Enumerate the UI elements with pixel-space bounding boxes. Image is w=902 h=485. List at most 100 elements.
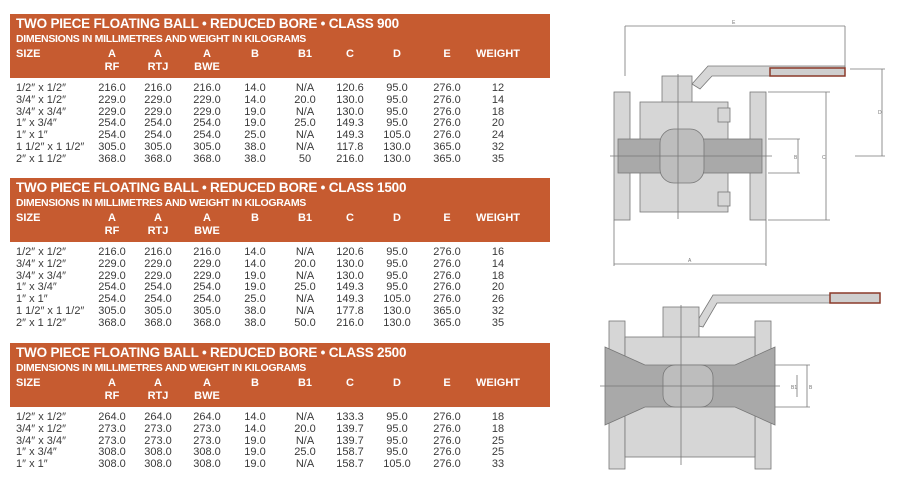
cell-d: 95.0 <box>386 434 408 447</box>
cell-a-rf: 229.0 <box>98 269 126 282</box>
cell-size: 2″ x 1 1/2″ <box>16 152 66 165</box>
cell-size: 3/4″ x 1/2″ <box>16 257 66 270</box>
column-header-line2: RTJ <box>147 225 169 237</box>
cell-b1: 20.0 <box>294 257 316 270</box>
cell-a-rtj: 254.0 <box>144 293 172 306</box>
table-row: 1/2″ x 1/2″ 216.0 216.0 216.0 14.0 N/A 120.6 95… <box>10 246 550 259</box>
column-header-a-rtj: A RTJ <box>134 212 182 238</box>
cell-a-rtj: 229.0 <box>144 257 172 270</box>
column-header-line2: RTJ <box>147 390 169 402</box>
cell-a-bwe: 305.0 <box>193 140 221 153</box>
column-header-line1: B <box>251 377 259 389</box>
cell-e: 276.0 <box>433 82 461 94</box>
cell-a-rtj: 216.0 <box>144 246 172 258</box>
cell-a-bwe: 229.0 <box>193 269 221 282</box>
column-header-b1: B1 <box>278 377 332 403</box>
cell-weight: 32 <box>491 140 505 153</box>
cell-b1: 50.0 <box>294 316 316 329</box>
cell-b1: N/A <box>295 246 315 258</box>
cell-weight: 12 <box>491 82 505 94</box>
cell-b: 19.0 <box>244 434 266 447</box>
column-header-a-rf: A RF <box>90 48 134 74</box>
cell-b1: N/A <box>295 434 315 447</box>
column-header-line1: WEIGHT <box>476 48 520 60</box>
cell-d: 105.0 <box>383 129 411 142</box>
column-header-line1: A <box>154 48 162 60</box>
cell-a-rf: 308.0 <box>98 446 126 459</box>
column-header-d: D <box>368 212 426 238</box>
cell-a-bwe: 264.0 <box>193 411 221 423</box>
cell-b1: N/A <box>295 304 315 317</box>
cell-b: 19.0 <box>244 117 266 130</box>
cell-a-bwe: 368.0 <box>193 316 221 329</box>
cell-b: 25.0 <box>244 129 266 142</box>
cell-size: 3/4″ x 3/4″ <box>16 269 66 282</box>
cell-c: 139.7 <box>336 422 364 435</box>
cell-a-bwe: 305.0 <box>193 304 221 317</box>
column-header-line1: SIZE <box>16 212 41 224</box>
cell-d: 130.0 <box>383 140 411 153</box>
cell-d: 95.0 <box>386 246 408 258</box>
cell-a-rtj: 273.0 <box>144 434 172 447</box>
table-subtitle: DIMENSIONS IN MILLIMETRES AND WEIGHT IN … <box>16 362 306 374</box>
cell-a-rf: 229.0 <box>98 105 126 118</box>
column-header-weight: WEIGHT <box>468 377 528 403</box>
cell-d: 95.0 <box>386 105 408 118</box>
column-header-line1: E <box>443 212 451 224</box>
table-row: 1″ x 1″ 308.0 308.0 308.0 19.0 N/A 158.7 105.0 2… <box>10 458 550 471</box>
dim-label-b1: B1 <box>791 385 797 391</box>
table-body: 1/2″ x 1/2″ 216.0 216.0 216.0 14.0 N/A 120.6 95… <box>10 78 550 166</box>
column-header-line1: C <box>346 48 354 60</box>
column-header-line1: SIZE <box>16 48 41 60</box>
cell-size: 3/4″ x 1/2″ <box>16 422 66 435</box>
cell-b1: N/A <box>295 105 315 118</box>
cell-weight: 14 <box>491 257 505 270</box>
dim-label-c: C <box>822 155 826 161</box>
cell-c: 216.0 <box>336 316 364 329</box>
cell-size: 1″ x 3/4″ <box>16 281 57 294</box>
column-header-b1: B1 <box>278 212 332 238</box>
column-header-line1: B1 <box>297 212 313 224</box>
cell-c: 130.0 <box>336 93 364 106</box>
cell-a-bwe: 229.0 <box>193 105 221 118</box>
cell-e: 276.0 <box>433 446 461 459</box>
cell-d: 130.0 <box>383 304 411 317</box>
table-row: 1/2″ x 1/2″ 216.0 216.0 216.0 14.0 N/A 120.6 95… <box>10 82 550 95</box>
table-row: 1 1/2″ x 1 1/2″ 305.0 305.0 305.0 38.0 N/A 117… <box>10 140 550 154</box>
cell-weight: 25 <box>491 434 505 447</box>
table-row: 1″ x 1″ 254.0 254.0 254.0 25.0 N/A 149.3 105.0 2… <box>10 293 550 306</box>
cell-weight: 26 <box>491 293 505 306</box>
column-header-c: C <box>332 377 368 403</box>
cell-a-bwe: 254.0 <box>193 117 221 130</box>
cell-b1: 20.0 <box>294 422 316 435</box>
cell-a-rtj: 308.0 <box>144 458 172 471</box>
cell-c: 130.0 <box>336 105 364 118</box>
cell-weight: 18 <box>491 411 505 423</box>
column-header-line1: A <box>154 377 162 389</box>
cell-weight: 18 <box>491 269 505 282</box>
column-header-line2: BWE <box>194 225 220 237</box>
table-body: 1/2″ x 1/2″ 216.0 216.0 216.0 14.0 N/A 120.6 95… <box>10 242 550 330</box>
column-header-b: B <box>232 377 278 403</box>
cell-d: 95.0 <box>386 269 408 282</box>
column-header-a-rtj: A RTJ <box>134 48 182 74</box>
cell-a-rf: 216.0 <box>98 82 126 94</box>
cell-a-rf: 368.0 <box>98 316 126 329</box>
cell-a-bwe: 216.0 <box>193 246 221 258</box>
dim-label-e: E <box>732 20 736 26</box>
cell-weight: 14 <box>491 93 505 106</box>
cell-a-rtj: 229.0 <box>144 93 172 106</box>
cell-d: 95.0 <box>386 82 408 94</box>
cell-c: 158.7 <box>336 458 364 471</box>
cell-weight: 16 <box>491 246 505 258</box>
cell-a-rtj: 229.0 <box>144 105 172 118</box>
cell-a-rtj: 368.0 <box>144 316 172 329</box>
cell-d: 95.0 <box>386 281 408 294</box>
table-class-900: TWO PIECE FLOATING BALL • REDUCED BORE •… <box>10 14 550 166</box>
cell-b: 19.0 <box>244 281 266 294</box>
cell-size: 2″ x 1 1/2″ <box>16 316 66 329</box>
cell-a-rtj: 368.0 <box>144 152 172 165</box>
cell-a-rf: 264.0 <box>98 411 126 423</box>
cell-e: 276.0 <box>433 129 461 142</box>
column-header-line1: A <box>108 212 116 224</box>
